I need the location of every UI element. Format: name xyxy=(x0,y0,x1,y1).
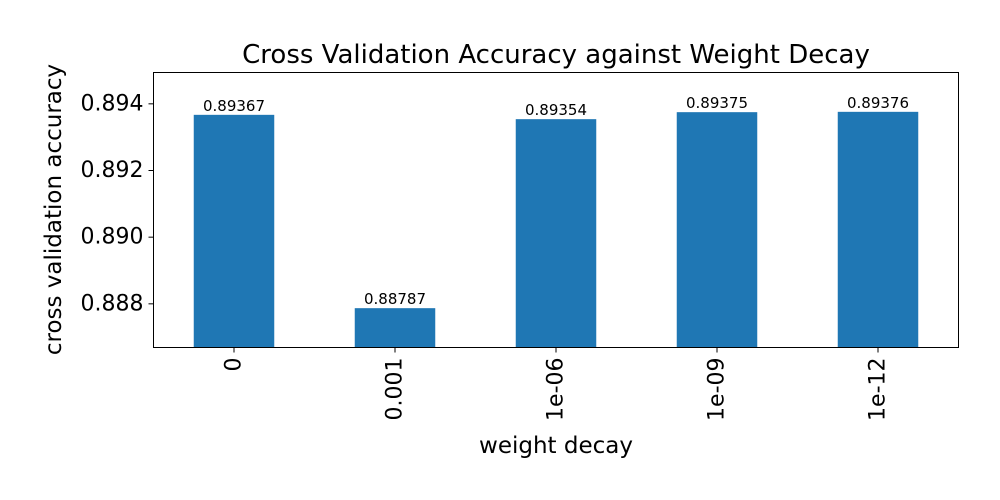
data-label-1e-09: 0.89375 xyxy=(686,94,748,112)
y-axis-label: cross validation accuracy xyxy=(41,64,67,355)
x-tick-label: 0 xyxy=(222,358,247,372)
y-tick-label: 0.892 xyxy=(81,158,144,183)
x-tick-label: 1e-12 xyxy=(866,358,891,421)
y-tick-label: 0.888 xyxy=(81,291,144,316)
x-tick-label: 0.001 xyxy=(383,358,408,421)
x-axis-label: weight decay xyxy=(479,433,633,459)
bar-1e-06 xyxy=(515,119,597,348)
y-tick-label: 0.894 xyxy=(81,91,144,116)
bar-0 xyxy=(193,114,275,348)
data-labels-layer: 0.89367 0.88787 0.89354 0.89375 0.89376 xyxy=(203,94,909,308)
data-label-0.001: 0.88787 xyxy=(364,290,426,308)
chart-title: Cross Validation Accuracy against Weight… xyxy=(242,40,870,70)
bars-layer xyxy=(193,111,919,348)
y-tick-label: 0.890 xyxy=(81,225,144,250)
data-label-0: 0.89367 xyxy=(203,97,265,115)
x-tick-label: 1e-09 xyxy=(705,358,730,421)
y-axis: 0.888 0.890 0.892 0.894 xyxy=(81,91,154,316)
bar-1e-09 xyxy=(676,112,758,348)
data-label-1e-12: 0.89376 xyxy=(847,94,909,112)
plot-frame xyxy=(153,72,959,348)
x-axis: 0 0.001 1e-06 1e-09 1e-12 xyxy=(222,347,891,421)
bar-0.001 xyxy=(354,308,436,348)
data-label-1e-06: 0.89354 xyxy=(525,101,587,119)
x-tick-label: 1e-06 xyxy=(544,358,569,421)
bar-1e-12 xyxy=(837,111,919,348)
